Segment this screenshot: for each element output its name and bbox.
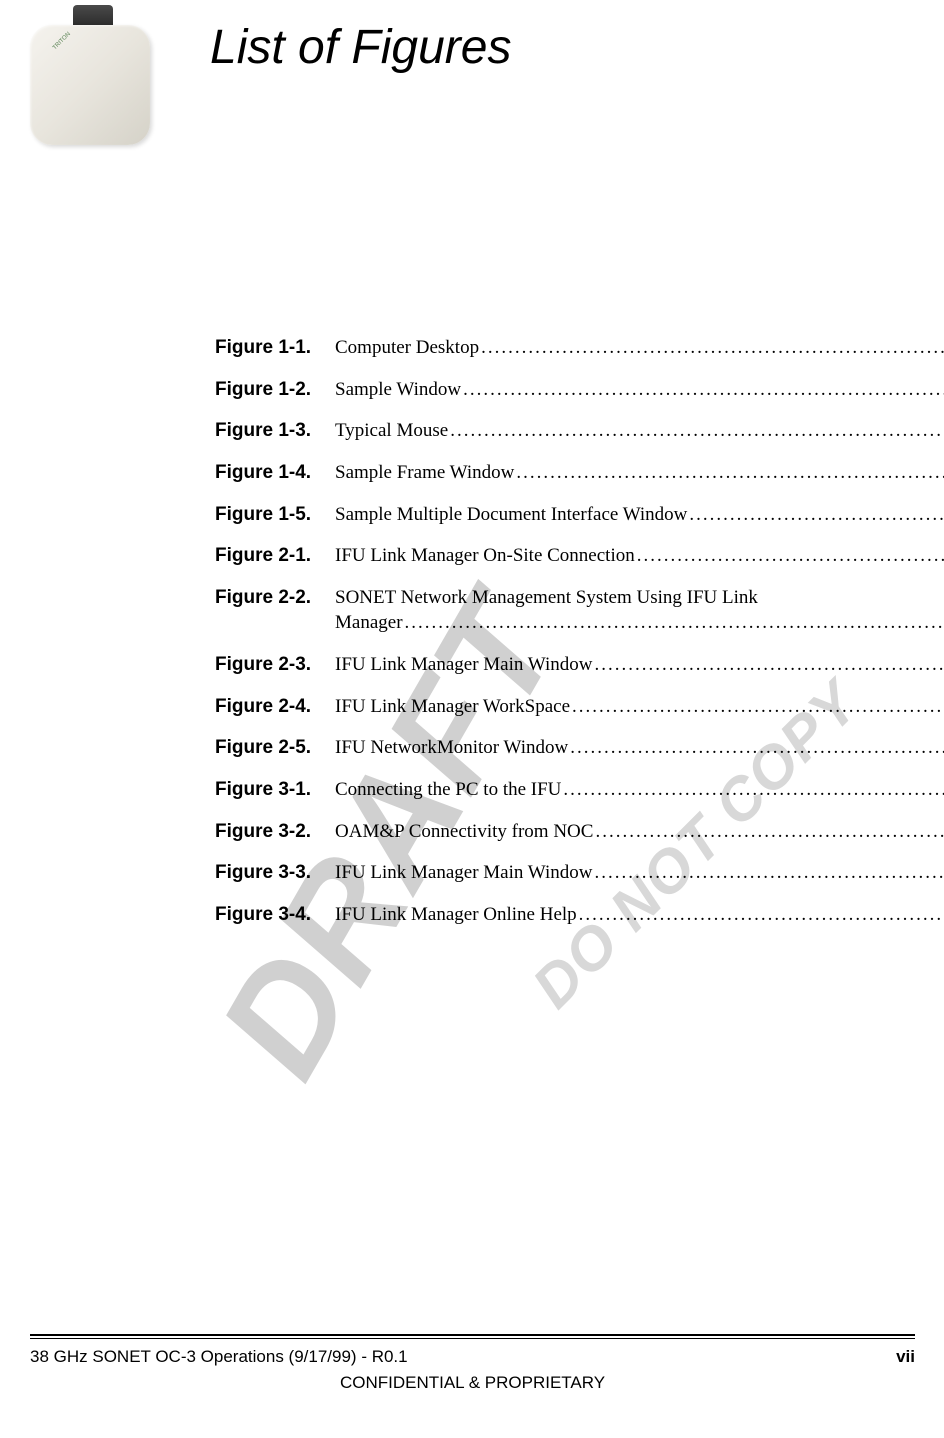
figure-label: Figure 1-1. xyxy=(215,335,335,361)
leader-dots: ........................................… xyxy=(461,377,944,403)
leader-dots: ........................................… xyxy=(593,819,944,845)
figure-desc-text: Typical Mouse xyxy=(335,418,448,444)
figure-row: Figure 2-1.IFU Link Manager On-Site Conn… xyxy=(215,543,920,569)
leader-dots: ........................................… xyxy=(403,610,944,636)
figure-desc-text: OAM&P Connectivity from NOC xyxy=(335,819,593,845)
figure-desc-text: IFU Link Manager Online Help xyxy=(335,902,577,928)
figure-row: Figure 1-5.Sample Multiple Document Inte… xyxy=(215,502,920,528)
leader-dots: ........................................… xyxy=(568,735,944,761)
figure-row: Figure 3-2.OAM&P Connectivity from NOC .… xyxy=(215,819,920,845)
figure-description: Sample Frame Window ....................… xyxy=(335,460,944,486)
figure-label: Figure 2-4. xyxy=(215,694,335,720)
figure-desc-text: IFU Link Manager Main Window xyxy=(335,860,592,886)
figure-row: Figure 2-4.IFU Link Manager WorkSpace ..… xyxy=(215,694,920,720)
figure-description: IFU Link Manager On-Site Connection ....… xyxy=(335,543,944,569)
figure-label: Figure 3-2. xyxy=(215,819,335,845)
leader-dots: ........................................… xyxy=(577,902,944,928)
figure-desc-text: IFU Link Manager Main Window xyxy=(335,652,592,678)
figure-description: Sample Multiple Document Interface Windo… xyxy=(335,502,944,528)
figure-label: Figure 2-5. xyxy=(215,735,335,761)
figure-row: Figure 3-3.IFU Link Manager Main Window … xyxy=(215,860,920,886)
figure-label: Figure 3-4. xyxy=(215,902,335,928)
figure-label: Figure 3-1. xyxy=(215,777,335,803)
page-footer: 38 GHz SONET OC-3 Operations (9/17/99) -… xyxy=(30,1334,915,1393)
leader-dots: ........................................… xyxy=(635,543,944,569)
figure-description: IFU Link Manager Main Window ...........… xyxy=(335,652,944,678)
page-title: List of Figures xyxy=(210,20,511,75)
figure-label: Figure 2-1. xyxy=(215,543,335,569)
footer-line: 38 GHz SONET OC-3 Operations (9/17/99) -… xyxy=(30,1347,915,1367)
figure-label: Figure 1-2. xyxy=(215,377,335,403)
leader-dots: ........................................… xyxy=(514,460,944,486)
figure-desc-text: IFU Link Manager On-Site Connection xyxy=(335,543,635,569)
leader-dots: ........................................… xyxy=(592,652,944,678)
leader-dots: ........................................… xyxy=(479,335,944,361)
figure-row: Figure 2-2.SONET Network Management Syst… xyxy=(215,585,920,636)
figure-description: IFU Link Manager Main Window ...........… xyxy=(335,860,944,886)
figure-label: Figure 2-2. xyxy=(215,585,335,611)
figure-row: Figure 2-5.IFU NetworkMonitor Window ...… xyxy=(215,735,920,761)
leader-dots: ........................................… xyxy=(687,502,944,528)
device-thumbnail: TRITON xyxy=(15,5,150,155)
figure-label: Figure 2-3. xyxy=(215,652,335,678)
figure-desc-text: Sample Multiple Document Interface Windo… xyxy=(335,502,687,528)
figure-row: Figure 1-4.Sample Frame Window .........… xyxy=(215,460,920,486)
figure-list: Figure 1-1.Computer Desktop ............… xyxy=(215,335,920,944)
footer-rule-thick xyxy=(30,1334,915,1336)
footer-left-text: 38 GHz SONET OC-3 Operations (9/17/99) -… xyxy=(30,1347,408,1367)
leader-dots: ........................................… xyxy=(561,777,944,803)
figure-desc-text: IFU NetworkMonitor Window xyxy=(335,735,568,761)
figure-row: Figure 3-4.IFU Link Manager Online Help … xyxy=(215,902,920,928)
device-connector-icon xyxy=(73,5,113,27)
figure-description: Typical Mouse ..........................… xyxy=(335,418,944,444)
leader-dots: ........................................… xyxy=(570,694,944,720)
figure-desc-text: Connecting the PC to the IFU xyxy=(335,777,561,803)
figure-description: OAM&P Connectivity from NOC ............… xyxy=(335,819,944,845)
figure-label: Figure 1-5. xyxy=(215,502,335,528)
figure-description: Connecting the PC to the IFU ...........… xyxy=(335,777,944,803)
figure-row: Figure 1-3.Typical Mouse ...............… xyxy=(215,418,920,444)
device-box-icon: TRITON xyxy=(30,25,150,145)
footer-rule-thin xyxy=(30,1338,915,1339)
footer-page-number: vii xyxy=(896,1347,915,1367)
figure-description: IFU Link Manager WorkSpace .............… xyxy=(335,694,944,720)
figure-description: Computer Desktop .......................… xyxy=(335,335,944,361)
figure-label: Figure 3-3. xyxy=(215,860,335,886)
leader-dots: ........................................… xyxy=(448,418,944,444)
figure-desc-text: SONET Network Management System Using IF… xyxy=(335,585,758,611)
figure-row: Figure 1-2.Sample Window ...............… xyxy=(215,377,920,403)
figure-description: Sample Window ..........................… xyxy=(335,377,944,403)
leader-dots: ........................................… xyxy=(592,860,944,886)
figure-description: IFU Link Manager Online Help ...........… xyxy=(335,902,944,928)
figure-desc-text: Sample Frame Window xyxy=(335,460,514,486)
figure-description: SONET Network Management System Using IF… xyxy=(335,585,944,636)
figure-row: Figure 2-3.IFU Link Manager Main Window … xyxy=(215,652,920,678)
figure-label: Figure 1-4. xyxy=(215,460,335,486)
figure-desc-text: Computer Desktop xyxy=(335,335,479,361)
figure-desc-text: Sample Window xyxy=(335,377,461,403)
figure-row: Figure 1-1.Computer Desktop ............… xyxy=(215,335,920,361)
footer-confidential: CONFIDENTIAL & PROPRIETARY xyxy=(30,1373,915,1393)
figure-desc-text: Manager xyxy=(335,610,403,636)
figure-row: Figure 3-1.Connecting the PC to the IFU … xyxy=(215,777,920,803)
figure-label: Figure 1-3. xyxy=(215,418,335,444)
figure-desc-text: IFU Link Manager WorkSpace xyxy=(335,694,570,720)
figure-description: IFU NetworkMonitor Window ..............… xyxy=(335,735,944,761)
device-brand-label: TRITON xyxy=(52,31,72,51)
